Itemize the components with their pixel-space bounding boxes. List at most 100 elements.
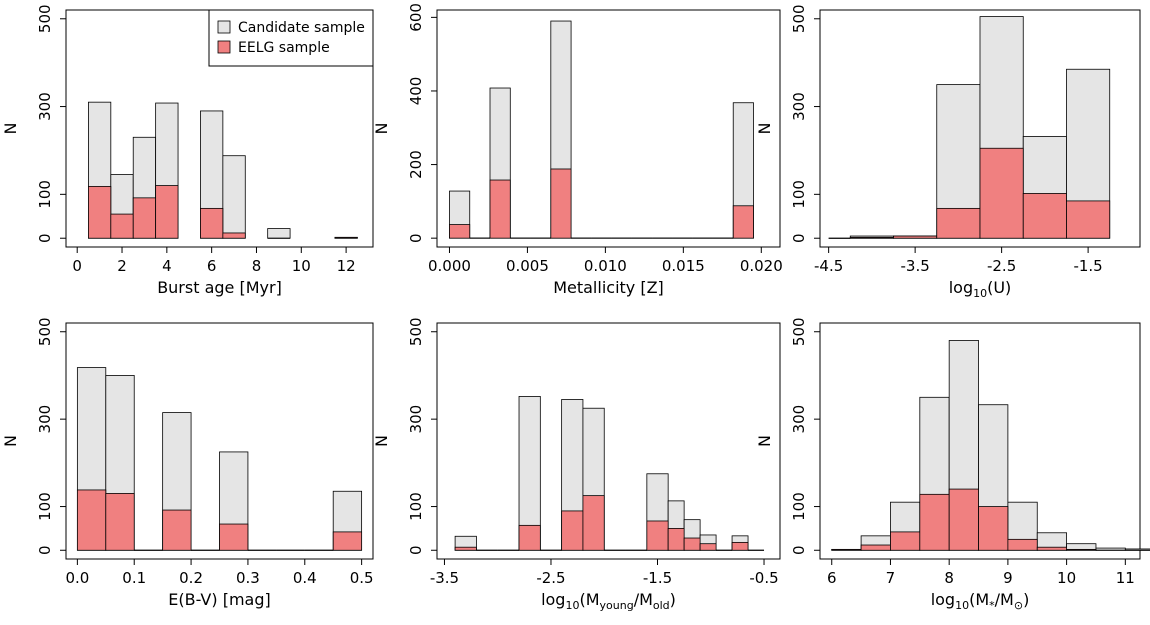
eelg-bar <box>1022 193 1067 239</box>
legend-eelg-label: EELG sample <box>238 40 330 56</box>
y-tick-label: 100 <box>36 492 54 521</box>
x-tick-label: 0.2 <box>179 569 203 587</box>
eelg-bar <box>518 524 541 551</box>
eelg-bar <box>1007 538 1038 551</box>
x-tick-label: 6 <box>827 569 837 587</box>
x-tick-label: 0 <box>72 257 82 275</box>
eelg-bar <box>860 544 891 551</box>
y-tick-label: 300 <box>790 405 808 434</box>
x-axis-label: Burst age [Myr] <box>157 278 282 297</box>
eelg-bar <box>890 531 921 551</box>
y-axis-label: N <box>372 123 391 135</box>
y-tick-label: 500 <box>790 4 808 33</box>
x-tick-label: 0.015 <box>662 257 705 275</box>
y-tick-label: 100 <box>790 180 808 209</box>
y-tick-label: 500 <box>407 317 425 346</box>
eelg-bar <box>582 495 605 551</box>
histogram-panel-1: 0 2 4 6 8 10 12 0 100 300 500 Burst age [Myr] N Candi… <box>1 4 374 297</box>
x-tick-label: -3.5 <box>430 569 459 587</box>
x-tick-label: 0.010 <box>584 257 627 275</box>
eelg-bar <box>332 531 363 551</box>
eelg-bar <box>1066 548 1097 551</box>
x-tick-label: -2.5 <box>987 257 1016 275</box>
x-tick-label: -4.5 <box>814 257 843 275</box>
eelg-bar <box>76 489 107 551</box>
y-tick-label: 400 <box>407 77 425 106</box>
x-tick-label: 9 <box>1003 569 1013 587</box>
eelg-bar <box>105 493 135 551</box>
x-tick-label: 2 <box>117 257 127 275</box>
eelg-bar <box>132 197 157 239</box>
candidate-bar <box>267 228 291 239</box>
plot-frame <box>65 322 374 560</box>
eelg-bar <box>454 546 477 551</box>
x-tick-label: 0.5 <box>350 569 374 587</box>
eelg-bar <box>449 224 471 239</box>
eelg-bar <box>683 537 701 551</box>
y-tick-label: 300 <box>36 405 54 434</box>
eelg-bar <box>936 207 981 239</box>
y-tick-label: 300 <box>407 405 425 434</box>
y-tick-label: 0 <box>407 233 425 243</box>
x-tick-label: 0.005 <box>506 257 549 275</box>
eelg-bar <box>699 543 717 551</box>
legend: Candidate sample EELG sample <box>208 9 374 67</box>
x-tick-label: 0.0 <box>65 569 89 587</box>
eelg-swatch <box>217 40 231 54</box>
x-tick-label: 12 <box>337 257 356 275</box>
x-axis-label: log10(M*/M⊙) <box>931 590 1030 612</box>
eelg-bar <box>219 523 249 551</box>
histogram-panel-2: 0.000 0.005 0.010 0.015 0.020 0 200 400 600 Metal… <box>372 3 783 297</box>
eelg-bar <box>646 520 669 551</box>
eelg-bar <box>110 213 134 239</box>
x-tick-label: 11 <box>1116 569 1135 587</box>
x-tick-label: 0.000 <box>428 257 471 275</box>
y-tick-label: 300 <box>36 92 54 121</box>
y-axis-label: N <box>1 123 20 135</box>
y-tick-label: 200 <box>407 150 425 179</box>
histogram-panel-6: 6 7 8 9 10 11 0 100 300 500 log10(M*/M⊙) N <box>755 317 1150 612</box>
histogram-panel-5: -3.5 -2.5 -1.5 -0.5 0 100 300 500 log10(Myoung/M… <box>372 317 781 612</box>
eelg-bar <box>919 493 950 551</box>
eelg-bar <box>732 205 754 239</box>
y-tick-label: 0 <box>36 233 54 243</box>
plot-frame <box>819 9 1141 248</box>
x-axis-label: log10(Myoung/Mold) <box>541 590 676 612</box>
x-tick-label: 7 <box>886 569 896 587</box>
x-tick-label: 4 <box>162 257 172 275</box>
x-axis-label: log10(U) <box>949 278 1012 300</box>
y-tick-label: 0 <box>790 233 808 243</box>
eelg-bar <box>731 541 749 551</box>
eelg-bar <box>489 179 511 239</box>
eelg-bar <box>1066 200 1111 239</box>
eelg-bar <box>550 168 572 239</box>
y-axis-label: N <box>755 435 774 447</box>
x-tick-label: 10 <box>1057 569 1076 587</box>
x-tick-label: 8 <box>944 569 954 587</box>
y-tick-label: 0 <box>790 545 808 555</box>
x-tick-label: -0.5 <box>749 569 778 587</box>
eelg-bar <box>849 236 894 239</box>
eelg-bar <box>155 185 179 239</box>
eelg-bar <box>1036 546 1068 551</box>
eelg-bar <box>667 528 685 551</box>
eelg-bar <box>979 147 1024 239</box>
y-tick-label: 600 <box>407 3 425 32</box>
x-tick-label: -1.5 <box>643 569 672 587</box>
x-tick-label: -2.5 <box>536 569 565 587</box>
x-tick-label: 10 <box>292 257 311 275</box>
eelg-bar <box>948 488 979 551</box>
candidate-bar <box>222 155 246 239</box>
x-tick-label: -1.5 <box>1073 257 1102 275</box>
y-tick-label: 0 <box>36 545 54 555</box>
x-axis-label: Metallicity [Z] <box>553 278 664 297</box>
y-tick-label: 500 <box>790 317 808 346</box>
eelg-bar <box>162 509 192 551</box>
eelg-bar <box>561 510 584 551</box>
x-tick-label: 8 <box>252 257 262 275</box>
x-tick-label: 0.1 <box>122 569 146 587</box>
x-tick-label: 0.3 <box>236 569 260 587</box>
histogram-panel-4: 0.0 0.1 0.2 0.3 0.4 0.5 0 100 300 500 E(B-V) [mag]… <box>1 317 374 609</box>
plot-frame <box>436 9 781 248</box>
